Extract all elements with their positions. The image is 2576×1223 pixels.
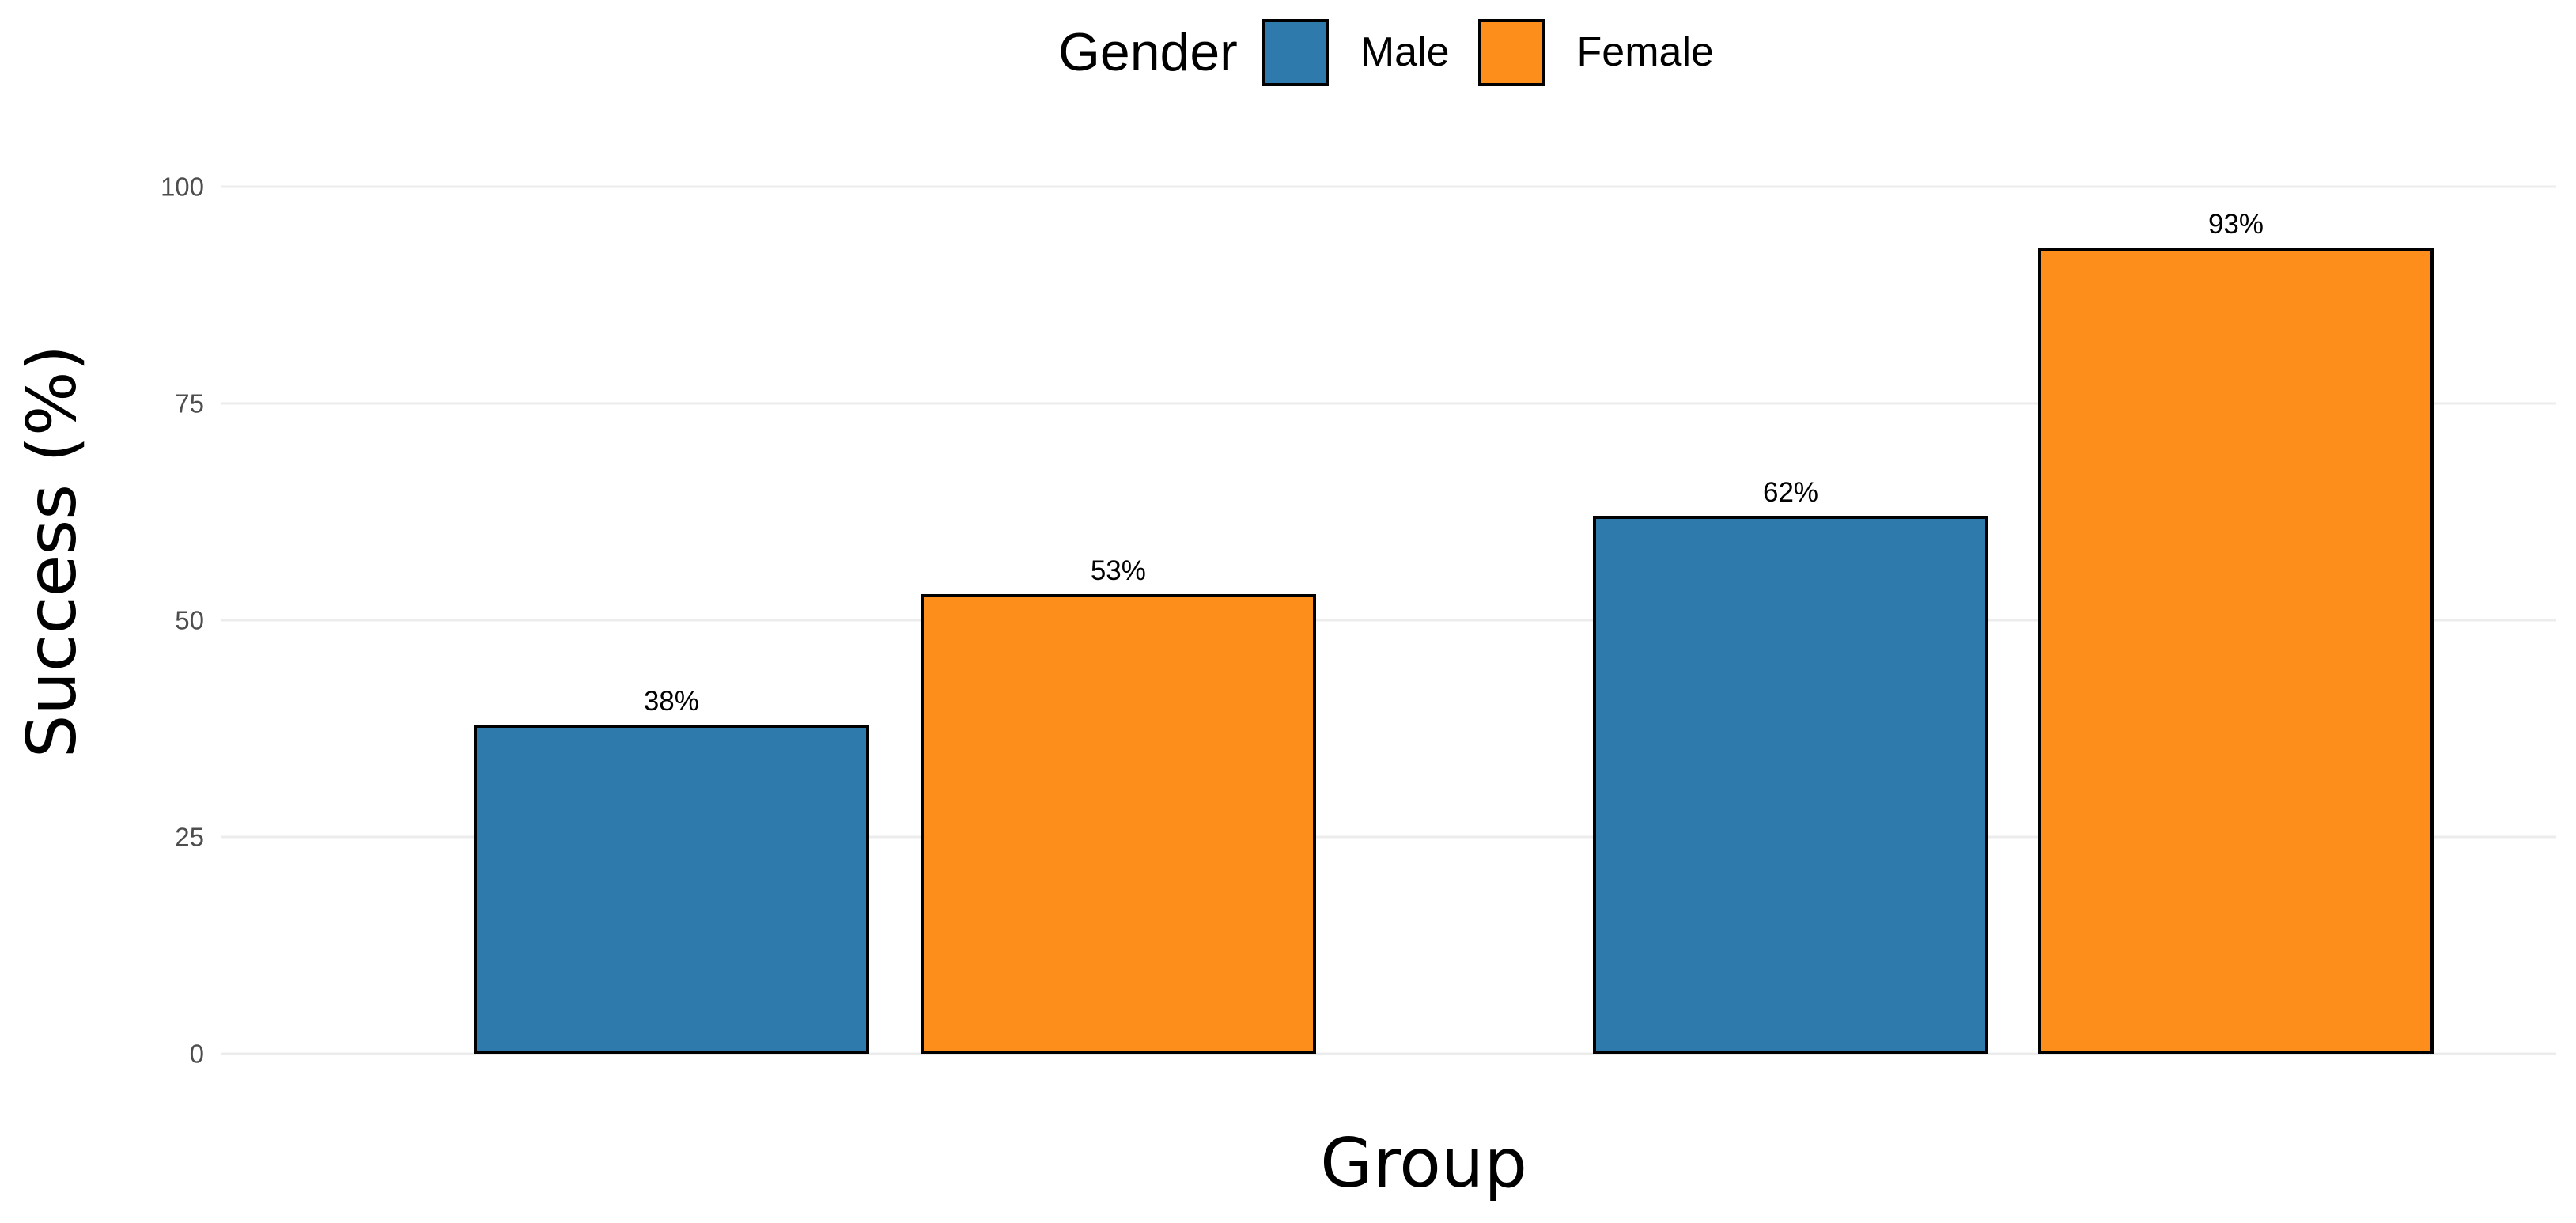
gridline-y-25 (221, 835, 2556, 839)
bar-value-label-male-group1: 38% (643, 685, 699, 717)
gridline-y-75 (221, 402, 2556, 405)
bar-value-label-female-group2: 93% (2207, 208, 2264, 240)
gridline-y-100 (221, 185, 2556, 188)
y-tick-label-100: 100 (160, 172, 204, 202)
bar-male-group2 (1593, 516, 1988, 1054)
y-axis-tick-labels: 0 25 50 75 100 (0, 174, 204, 1067)
legend-item-male: Male (1261, 18, 1450, 86)
y-tick-label-75: 75 (175, 388, 204, 418)
legend-swatch-female (1477, 18, 1545, 86)
bar-female-group2 (2038, 247, 2434, 1054)
bar-value-label-female-group1: 53% (1090, 555, 1146, 587)
legend-label-female: Female (1576, 29, 1714, 75)
legend-swatch-male (1261, 18, 1329, 86)
legend-item-female: Female (1477, 18, 1714, 86)
bar-female-group1 (920, 594, 1316, 1054)
legend-label-male: Male (1360, 29, 1450, 75)
gridline-y-50 (221, 619, 2556, 622)
x-axis-title: Group (1320, 1124, 1527, 1203)
gridline-y-0 (221, 1052, 2556, 1055)
y-tick-label-25: 25 (175, 822, 204, 852)
y-tick-label-0: 0 (189, 1039, 204, 1069)
bar-value-label-male-group2: 62% (1763, 477, 1819, 509)
legend: Gender Male Female (1058, 14, 1742, 90)
bar-male-group1 (473, 724, 869, 1054)
y-tick-label-50: 50 (175, 605, 204, 635)
plot-panel: 38% 53% 62% 93% (221, 185, 2556, 1055)
legend-title: Gender (1058, 22, 1238, 82)
